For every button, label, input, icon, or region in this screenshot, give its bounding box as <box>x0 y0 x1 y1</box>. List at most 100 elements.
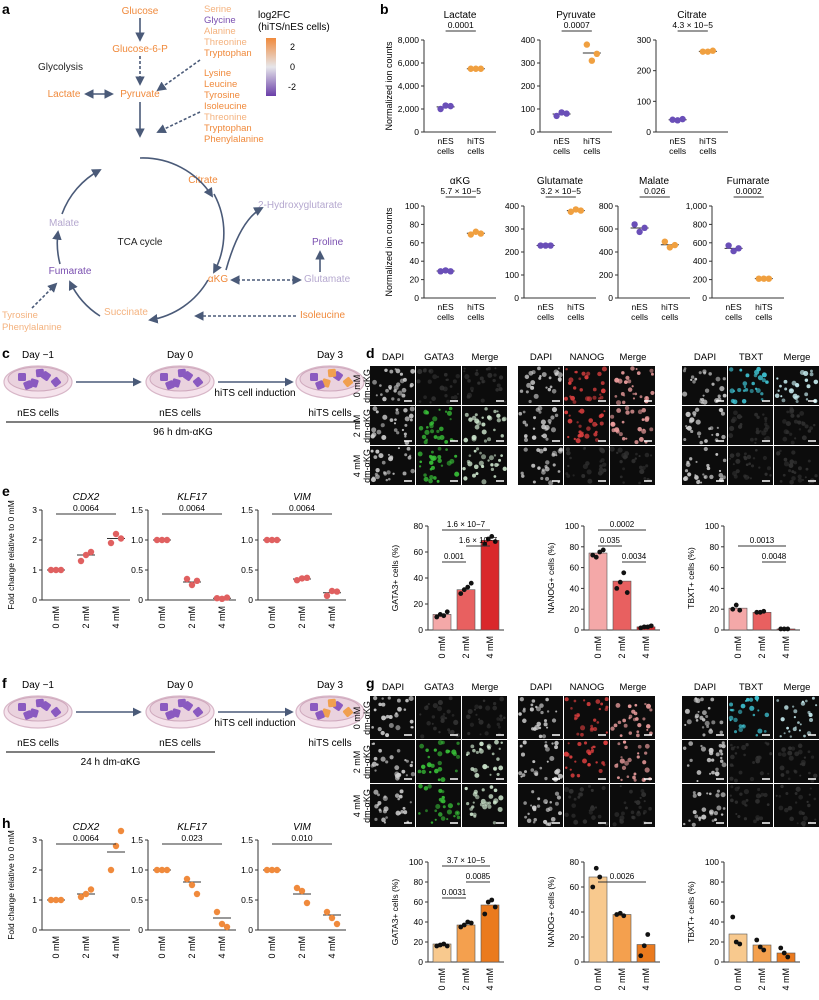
nucleus-dot <box>733 390 736 393</box>
nucleus-dot <box>598 467 604 472</box>
nucleus-dot <box>739 368 743 372</box>
cell-type-label: nES cells <box>17 408 59 419</box>
nucleus-dot <box>417 451 423 457</box>
nucleus-dot <box>437 766 443 772</box>
nucleus-dot <box>786 726 789 730</box>
nucleus-dot <box>503 716 506 720</box>
cell-icon <box>35 698 45 708</box>
nucleus-dot <box>579 408 585 414</box>
nucleus-dot <box>380 756 386 762</box>
p-value: 0.0013 <box>750 536 775 545</box>
nucleus-dot <box>719 386 725 392</box>
nucleus-dot <box>377 793 380 797</box>
nucleus-dot <box>782 419 787 424</box>
data-point <box>87 548 95 556</box>
nucleus-dot <box>480 398 485 403</box>
y-tick-label: 8,000 <box>398 35 420 45</box>
induction-label: hiTS cell induction <box>214 388 295 399</box>
nucleus-dot <box>494 367 497 370</box>
nucleus-dot <box>474 418 480 424</box>
nucleus-dot <box>463 367 466 370</box>
nucleus-dot <box>398 794 403 799</box>
nucleus-dot <box>784 807 789 813</box>
data-point <box>434 614 440 620</box>
nucleus-dot <box>683 822 686 826</box>
nucleus-dot <box>400 810 404 814</box>
nucleus-dot <box>447 803 453 809</box>
x-tick-label: 0 mM <box>51 936 61 959</box>
nucleus-dot <box>688 419 693 424</box>
nucleus-dot <box>730 746 735 751</box>
nucleus-dot <box>793 419 798 424</box>
nucleus-dot <box>382 414 388 420</box>
nucleus-dot <box>434 809 438 813</box>
nucleus-dot <box>805 699 808 703</box>
nucleus-dot <box>564 812 569 818</box>
nucleus-dot <box>743 385 747 389</box>
nucleus-dot <box>472 812 477 817</box>
nucleus-dot <box>524 423 529 427</box>
nucleus-dot <box>482 764 488 770</box>
nucleus-dot <box>567 418 573 424</box>
channel-label: Merge <box>620 682 647 693</box>
micrograph-tile <box>774 740 819 783</box>
nucleus-dot <box>755 758 761 764</box>
nucleus-dot <box>721 475 726 480</box>
nucleus-dot <box>801 762 806 767</box>
nucleus-dot <box>698 819 701 822</box>
nucleus-dot <box>530 385 535 390</box>
cell-icon <box>192 376 204 388</box>
gene-title: VIM <box>293 492 311 503</box>
nucleus-dot <box>794 383 800 388</box>
nucleus-dot <box>623 801 627 805</box>
data-point <box>614 586 620 591</box>
y-tick-label: 200 <box>693 275 707 285</box>
micrograph-tile <box>728 366 773 405</box>
metabolite-lactate: Lactate <box>48 89 81 100</box>
nucleus-dot <box>686 764 690 767</box>
nucleus-dot <box>720 411 726 416</box>
data-point <box>730 247 737 255</box>
nucleus-dot <box>574 370 577 374</box>
nucleus-dot <box>385 816 388 819</box>
nucleus-dot <box>757 709 760 712</box>
nucleus-dot <box>587 784 591 788</box>
panel-label-c: c <box>2 345 10 361</box>
data-point <box>671 241 679 249</box>
nucleus-dot <box>397 398 401 402</box>
channel-label: NANOG <box>570 352 605 363</box>
nucleus-dot <box>395 775 400 781</box>
nucleus-dot <box>636 733 640 738</box>
x-tick-label: 2 mM <box>297 936 307 959</box>
nucleus-dot <box>638 455 641 458</box>
nucleus-dot <box>759 816 764 821</box>
nucleus-dot <box>428 478 433 484</box>
nucleus-dot <box>698 435 701 438</box>
nucleus-dot <box>388 384 393 389</box>
nucleus-dot <box>433 476 437 480</box>
nucleus-dot <box>738 770 743 775</box>
x-tick-label: 4 mM <box>781 968 791 991</box>
nucleus-dot <box>597 814 602 819</box>
x-tick-label: 4 mM <box>327 606 337 629</box>
x-tick-label: 2 mM <box>461 636 471 659</box>
y-tick-label: 3 <box>32 835 37 845</box>
nucleus-dot <box>764 416 768 421</box>
nucleus-dot <box>492 821 497 825</box>
nucleus-dot <box>566 474 571 478</box>
nucleus-dot <box>804 378 809 382</box>
panel-label-b: b <box>380 1 389 17</box>
nucleus-dot <box>408 695 414 702</box>
nucleus-dot <box>744 452 747 456</box>
nucleus-dot <box>463 476 468 481</box>
nucleus-dot <box>759 795 762 798</box>
nucleus-dot <box>549 385 553 389</box>
nucleus-dot <box>523 801 527 805</box>
nucleus-dot <box>593 727 598 732</box>
nucleus-dot <box>431 722 434 725</box>
p-value: 0.0034 <box>622 552 647 561</box>
nucleus-dot <box>620 778 623 782</box>
nucleus-dot <box>790 746 796 751</box>
nucleus-dot <box>425 809 428 813</box>
